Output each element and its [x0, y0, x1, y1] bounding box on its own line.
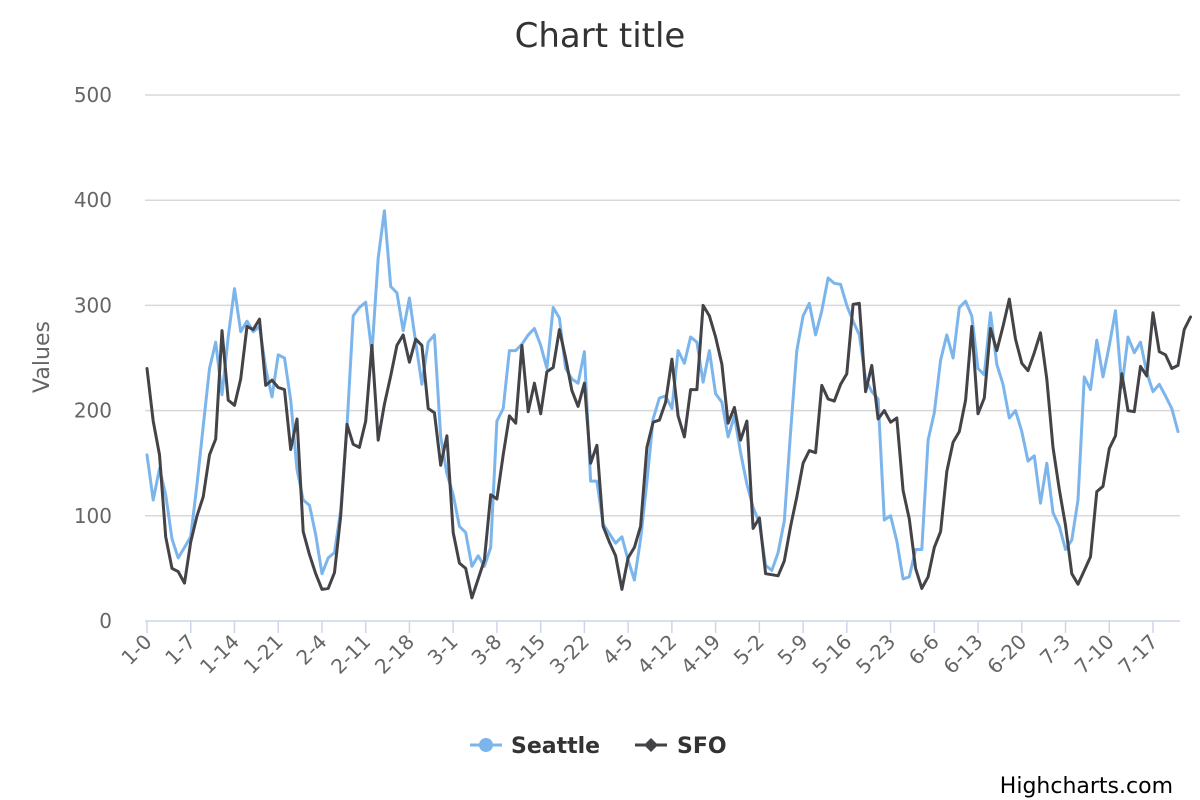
- y-tick-label: 500: [74, 83, 112, 107]
- x-tick-label: 6-13: [939, 630, 988, 679]
- series-line-sfo[interactable]: [145, 297, 1192, 600]
- x-tick-label: 5-2: [729, 630, 769, 670]
- x-tick-label: 2-18: [370, 630, 419, 679]
- legend-label-sfo: SFO: [677, 734, 727, 759]
- x-tick-label: 2-4: [291, 630, 331, 670]
- x-tick-label: 5-9: [773, 630, 813, 670]
- x-tick-label: 6-6: [904, 630, 944, 670]
- x-tick-label: 3-8: [466, 630, 506, 670]
- y-tick-label: 200: [74, 399, 112, 423]
- legend-item-sfo[interactable]: SFO: [635, 734, 727, 759]
- y-axis-ticks: 0 100 200 300 400 500: [74, 83, 112, 633]
- y-axis-title: Values: [30, 321, 55, 393]
- y-tick-label: 400: [74, 188, 112, 212]
- x-tick-label: 1-0: [116, 630, 156, 670]
- y-tick-label: 100: [74, 504, 112, 528]
- x-tick-label: 7-3: [1035, 630, 1075, 670]
- x-tick-label: 3-15: [501, 630, 550, 679]
- x-tick-label: 6-20: [982, 630, 1031, 679]
- x-tick-label: 3-22: [545, 630, 594, 679]
- x-tick-label: 7-10: [1070, 630, 1119, 679]
- series-line-seattle[interactable]: [145, 209, 1180, 582]
- x-tick-label: 1-7: [160, 630, 200, 670]
- legend: Seattle SFO: [470, 734, 727, 759]
- legend-label-seattle: Seattle: [511, 734, 600, 759]
- x-tick-label: 1-21: [239, 630, 288, 679]
- chart-title: Chart title: [515, 16, 686, 56]
- legend-marker-seattle: [479, 738, 493, 752]
- x-axis-ticks: 1-0 1-71-141-21 2-42-112-18 3-1 3-83-153-22 4…: [116, 621, 1163, 679]
- credits-link[interactable]: Highcharts.com: [1000, 774, 1173, 799]
- legend-marker-sfo: [644, 738, 658, 752]
- y-tick-label: 300: [74, 293, 112, 317]
- legend-item-seattle[interactable]: Seattle: [470, 734, 600, 759]
- x-tick-label: 4-19: [676, 630, 725, 679]
- x-tick-label: 5-16: [807, 630, 856, 679]
- x-tick-label: 7-17: [1113, 630, 1162, 679]
- series-lines: [145, 209, 1192, 600]
- x-tick-label: 1-14: [195, 630, 244, 679]
- x-tick-label: 5-23: [851, 630, 900, 679]
- x-tick-label: 4-12: [632, 630, 681, 679]
- x-tick-label: 2-11: [326, 630, 375, 679]
- x-tick-label: 3-1: [423, 630, 463, 670]
- y-tick-label: 0: [99, 609, 112, 633]
- x-tick-label: 4-5: [598, 630, 638, 670]
